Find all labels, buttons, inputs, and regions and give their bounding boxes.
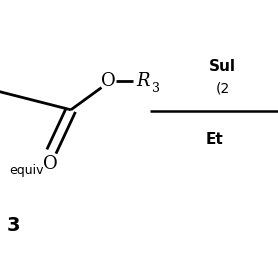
Text: (2: (2: [215, 82, 230, 96]
Text: 3: 3: [7, 216, 21, 235]
Text: equiv: equiv: [10, 165, 44, 177]
Text: R: R: [136, 72, 150, 90]
Text: 3: 3: [152, 83, 160, 95]
Text: Sul: Sul: [209, 59, 236, 74]
Text: Et: Et: [205, 131, 223, 147]
Text: O: O: [101, 72, 116, 90]
Text: O: O: [43, 155, 58, 173]
